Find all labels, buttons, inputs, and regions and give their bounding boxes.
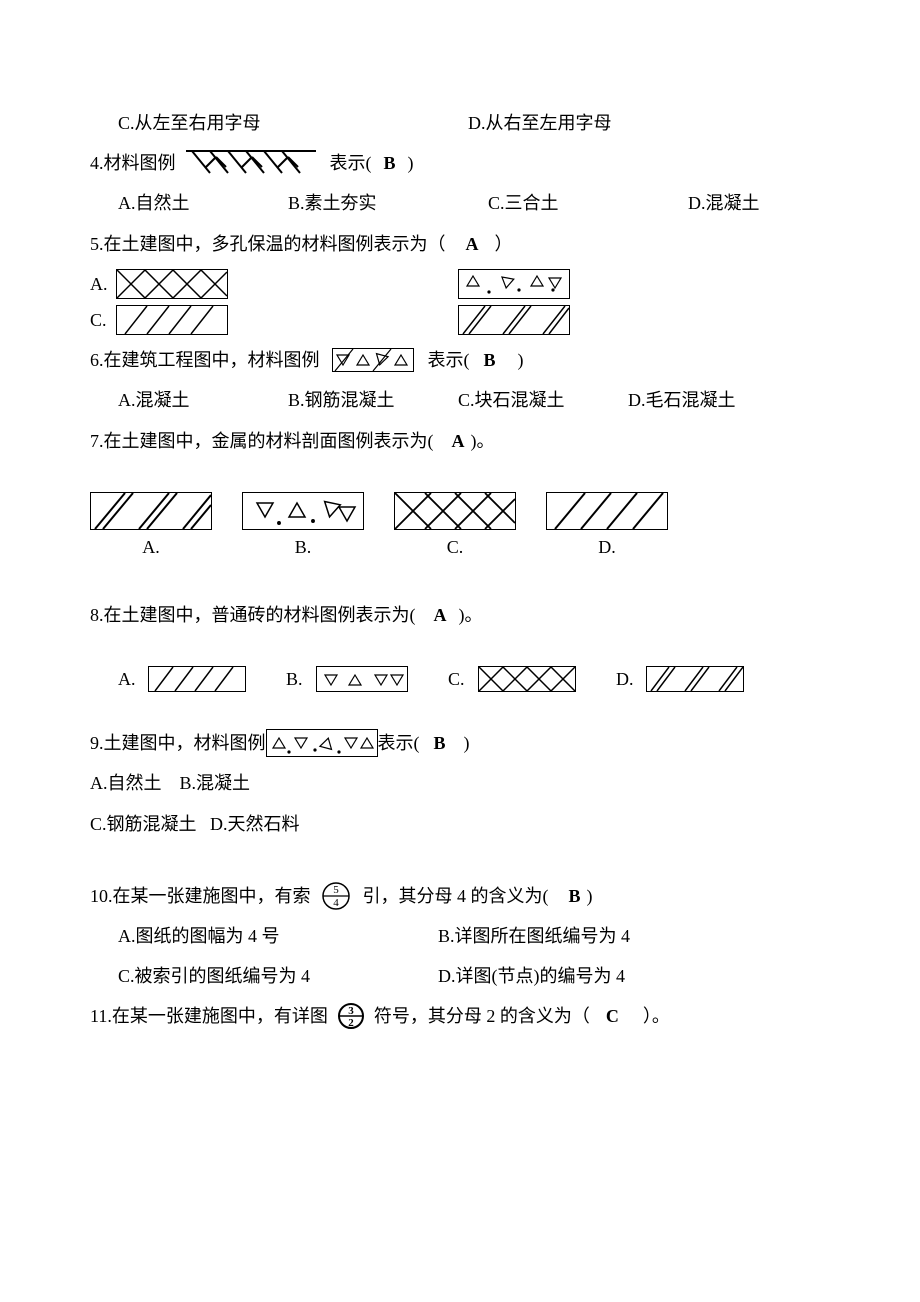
q7-text1: 7.在土建图中，金属的材料剖面图例表示为( <box>90 424 434 458</box>
q9-text2: 表示( <box>378 726 420 760</box>
q7-opt-d-icon <box>546 492 668 530</box>
q10-stem: 10.在某一张建施图中，有索 5 4 引，其分母 4 的含义为( B ) <box>90 879 830 913</box>
q8-opt-d-icon <box>646 666 744 692</box>
q11-sym-top: 3 <box>348 1005 354 1017</box>
q5-label-a: A. <box>90 267 116 301</box>
q7-opt-a-icon <box>90 492 212 530</box>
q7-opt-d: D. <box>546 492 668 564</box>
q7-opt-b: B. <box>242 492 364 564</box>
q8-opt-b-icon <box>316 666 408 692</box>
q9-text1: 9.土建图中，材料图例 <box>90 726 266 760</box>
q6-hatch-icon <box>332 348 414 372</box>
q6-opt-b: B.钢筋混凝土 <box>288 383 458 417</box>
q4-hatch-icon <box>186 149 316 177</box>
q8-text2: )。 <box>459 598 483 632</box>
q8-stem: 8.在土建图中，普通砖的材料图例表示为( A )。 <box>90 598 830 632</box>
q8-options-row: A. B. C. D. <box>90 662 830 696</box>
q4-answer: B <box>384 146 396 180</box>
q10-circle-icon: 5 4 <box>319 881 353 911</box>
q11-text1: 11.在某一张建施图中，有详图 <box>90 999 328 1033</box>
q3-options-cd: C.从左至右用字母 D.从右至左用字母 <box>90 106 830 140</box>
q7-options-row: A. B. C. D. <box>90 492 830 564</box>
q7-opt-c-icon <box>394 492 516 530</box>
q4-text2: 表示( <box>330 146 372 180</box>
q5-row1: A. <box>90 267 830 301</box>
q5-opt-d-icon <box>458 305 570 335</box>
q10-opt-a: A.图纸的图幅为 4 号 <box>118 919 438 953</box>
q8-opt-a-icon <box>148 666 246 692</box>
q10-sym-top: 5 <box>333 884 339 896</box>
q8-text1: 8.在土建图中，普通砖的材料图例表示为( <box>90 598 416 632</box>
q10-answer: B <box>569 879 581 913</box>
q3-opt-d: D.从右至左用字母 <box>468 106 612 140</box>
q9-stem: 9.土建图中，材料图例 表示( B ) <box>90 726 830 760</box>
q8-label-d: D. <box>616 662 646 696</box>
q11-sym-bot: 2 <box>348 1017 354 1029</box>
q9-answer: B <box>434 726 446 760</box>
q7-opt-b-icon <box>242 492 364 530</box>
q4-opt-d: D.混凝土 <box>688 186 760 220</box>
q8-label-a: A. <box>118 662 148 696</box>
q4-opt-b: B.素土夯实 <box>288 186 488 220</box>
q10-opts-row1: A.图纸的图幅为 4 号 B.详图所在图纸编号为 4 <box>90 919 830 953</box>
q4-opt-a: A.自然土 <box>118 186 288 220</box>
q7-text2: )。 <box>471 424 495 458</box>
q8-opt-c-icon <box>478 666 576 692</box>
q10-opt-b: B.详图所在图纸编号为 4 <box>438 919 630 953</box>
q6-answer: B <box>484 343 496 377</box>
q11-text2: 符号，其分母 2 的含义为（ <box>374 999 590 1033</box>
q5-stem: 5.在土建图中，多孔保温的材料图例表示为（ A ） <box>90 227 830 261</box>
q5-opt-c-icon <box>116 305 228 335</box>
q10-sym-bot: 4 <box>333 897 339 909</box>
q4-options: A.自然土 B.素土夯实 C.三合土 D.混凝土 <box>90 186 830 220</box>
q10-text3: ) <box>587 879 593 913</box>
q9-opts-line2: C.钢筋混凝土 D.天然石料 <box>90 807 830 841</box>
q6-text1: 6.在建筑工程图中，材料图例 <box>90 343 320 377</box>
q10-opts-row2: C.被索引的图纸编号为 4 D.详图(节点)的编号为 4 <box>90 959 830 993</box>
q7-opt-c: C. <box>394 492 516 564</box>
q5-row2: C. <box>90 303 830 337</box>
q9-opts-line1: A.自然土 B.混凝土 <box>90 766 830 800</box>
q8-label-b: B. <box>286 662 316 696</box>
q10-opt-d: D.详图(节点)的编号为 4 <box>438 959 625 993</box>
q10-text1: 10.在某一张建施图中，有索 <box>90 879 311 913</box>
q11-stem: 11.在某一张建施图中，有详图 3 2 符号，其分母 2 的含义为（ C ）。 <box>90 999 830 1033</box>
q6-opt-d: D.毛石混凝土 <box>628 383 736 417</box>
q6-options: A.混凝土 B.钢筋混凝土 C.块石混凝土 D.毛石混凝土 <box>90 383 830 417</box>
q11-text3: ）。 <box>643 999 670 1033</box>
q4-stem: 4.材料图例 表示( B ) <box>90 146 830 180</box>
q7-opt-a: A. <box>90 492 212 564</box>
q7-stem: 7.在土建图中，金属的材料剖面图例表示为( A )。 <box>90 424 830 458</box>
q5-text: 5.在土建图中，多孔保温的材料图例表示为（ <box>90 227 446 261</box>
q9-text3: ) <box>464 726 470 760</box>
q5-text2: ） <box>495 227 513 261</box>
q9-hatch-icon <box>266 729 378 757</box>
q6-text2: 表示( <box>428 343 470 377</box>
q6-opt-c: C.块石混凝土 <box>458 383 628 417</box>
q8-answer: A <box>434 598 447 632</box>
q5-label-c: C. <box>90 303 116 337</box>
q5-opt-a-icon <box>116 269 228 299</box>
q10-opt-c: C.被索引的图纸编号为 4 <box>118 959 438 993</box>
q4-opt-c: C.三合土 <box>488 186 688 220</box>
q11-circle-icon: 3 2 <box>336 1002 366 1030</box>
q6-text3: ) <box>518 343 524 377</box>
q5-opt-b-icon <box>458 269 570 299</box>
q11-answer: C <box>606 999 619 1033</box>
q10-text2: 引，其分母 4 的含义为( <box>363 879 549 913</box>
q7-answer: A <box>452 424 465 458</box>
q6-opt-a: A.混凝土 <box>118 383 288 417</box>
q8-label-c: C. <box>448 662 478 696</box>
q6-stem: 6.在建筑工程图中，材料图例 表示( B ) <box>90 343 830 377</box>
q5-answer: A <box>466 227 479 261</box>
q4-text3: ) <box>408 146 414 180</box>
q3-opt-c: C.从左至右用字母 <box>118 106 468 140</box>
q4-text1: 4.材料图例 <box>90 146 176 180</box>
